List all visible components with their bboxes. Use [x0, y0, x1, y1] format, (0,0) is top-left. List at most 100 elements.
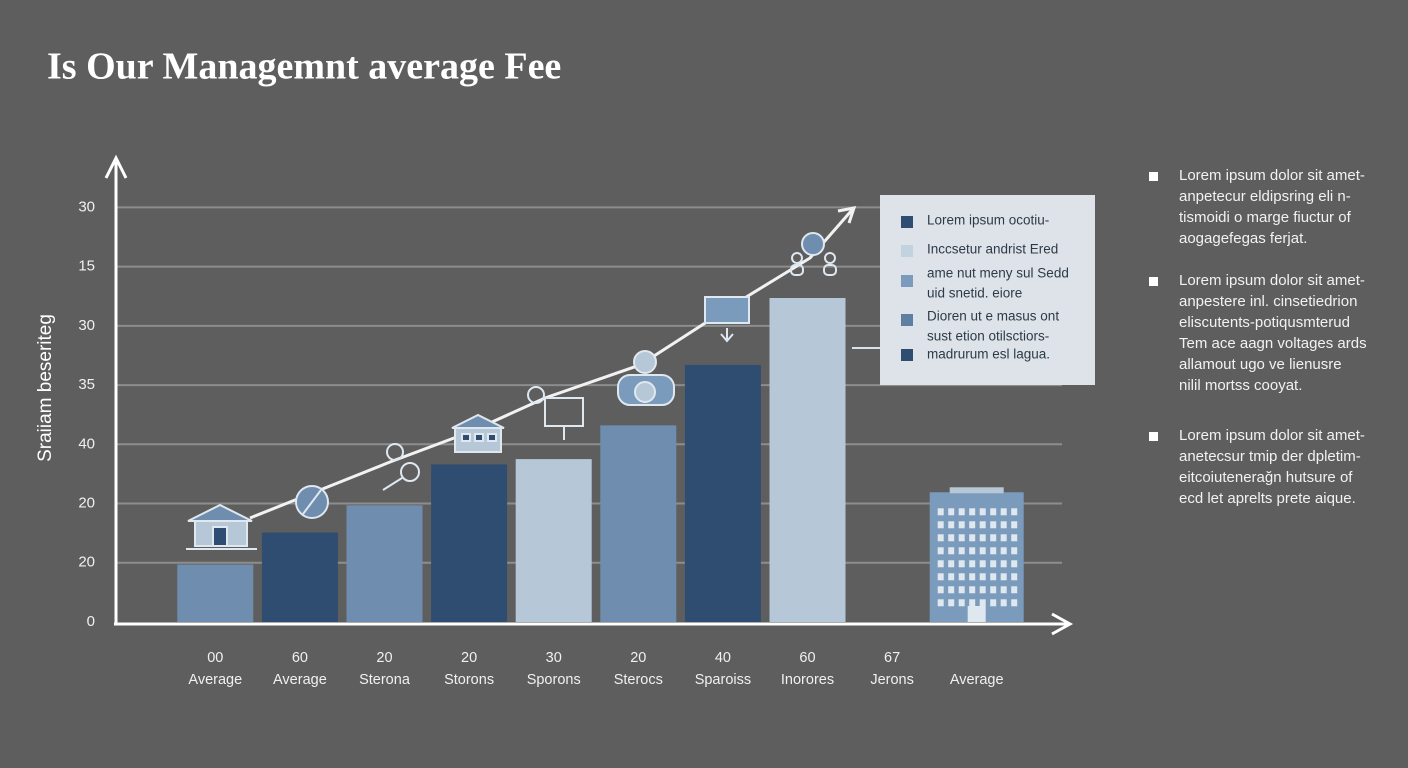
building-window	[969, 547, 976, 555]
legend-box	[880, 195, 1095, 385]
legend-swatch	[901, 349, 913, 361]
building-window	[979, 560, 986, 568]
building-window	[958, 586, 965, 594]
x-tick-label: Average	[950, 672, 1004, 688]
note-text: eitcoiutenerağn hutsure of	[1179, 469, 1353, 486]
legend-text: Dioren ut e masus ont	[927, 309, 1059, 324]
building-window	[948, 547, 955, 555]
building-window	[969, 521, 976, 529]
bar	[600, 425, 677, 622]
building-window	[990, 521, 997, 529]
x-tick-label: Inorores	[781, 672, 834, 688]
search-icon	[382, 443, 420, 491]
y-tick-label: 40	[78, 435, 95, 452]
building-window	[979, 586, 986, 594]
note-text: Tem ace aagn voltages ards	[1179, 335, 1367, 352]
building-icon	[451, 413, 505, 453]
legend-text: ame nut meny sul Sedd	[927, 266, 1069, 281]
chart-icon	[704, 296, 750, 343]
x-tick-label: Sterocs	[614, 672, 663, 688]
x-axis-arrow	[1051, 612, 1074, 636]
note-text: allamout ugo ve lienusre	[1179, 356, 1342, 373]
building-window	[990, 573, 997, 581]
note-text: anpestere inl. cinsetiedrion	[1179, 293, 1357, 310]
building-window	[1011, 599, 1018, 607]
note-bullet	[1149, 172, 1158, 181]
building-window	[958, 573, 965, 581]
building-window	[1000, 508, 1007, 516]
building-window	[979, 599, 986, 607]
building-window	[1011, 508, 1018, 516]
x-tick-number: 20	[630, 650, 646, 666]
building-window	[958, 547, 965, 555]
axes	[104, 154, 1074, 636]
building-window	[969, 573, 976, 581]
bar	[261, 532, 338, 622]
building-window	[1011, 586, 1018, 594]
legend-text: madrurum esl lagua.	[927, 347, 1050, 362]
y-tick-label: 35	[78, 376, 95, 393]
board-icon	[527, 386, 584, 440]
building-window	[948, 586, 955, 594]
building-window	[1011, 547, 1018, 555]
x-tick-number: 20	[461, 650, 477, 666]
building-window	[979, 573, 986, 581]
note-text: ecd let aprelts prete aique.	[1179, 490, 1356, 507]
building-window	[969, 560, 976, 568]
building-window	[969, 508, 976, 516]
legend-text: uid snetid. eiore	[927, 286, 1022, 301]
building-window	[937, 508, 944, 516]
building-window	[1000, 534, 1007, 542]
building-window	[948, 508, 955, 516]
building-window	[990, 547, 997, 555]
building-window	[1011, 573, 1018, 581]
building-window	[958, 508, 965, 516]
note-text: eliscutents-potiqusmterud	[1179, 314, 1350, 331]
building-window	[948, 521, 955, 529]
x-tick-label: Sporons	[527, 672, 581, 688]
legend-swatch	[901, 245, 913, 257]
building-window	[1000, 560, 1007, 568]
building-window	[937, 534, 944, 542]
y-tick-label: 20	[78, 495, 95, 512]
building-window	[979, 534, 986, 542]
y-axis-arrow	[104, 154, 128, 179]
x-tick-label: Average	[188, 672, 242, 688]
note-bullet	[1149, 432, 1158, 441]
money-icon	[617, 350, 675, 406]
bar	[346, 505, 423, 622]
x-tick-number: 60	[292, 650, 308, 666]
building-window	[937, 573, 944, 581]
x-tick-number: 20	[376, 650, 392, 666]
bar	[177, 564, 254, 622]
building-window	[948, 560, 955, 568]
x-tick-label: Sparoiss	[695, 672, 751, 688]
bar	[684, 364, 761, 622]
y-tick-label: 20	[78, 554, 95, 571]
x-tick-number: 30	[546, 650, 562, 666]
building-window	[979, 508, 986, 516]
building-window	[1011, 521, 1018, 529]
building-bar	[929, 492, 1024, 622]
y-tick-label: 30	[78, 198, 95, 215]
building-roof	[949, 487, 1004, 494]
building-window	[937, 586, 944, 594]
note-text: Lorem ipsum dolor sit amet-	[1179, 272, 1365, 289]
building-window	[948, 534, 955, 542]
building-window	[990, 508, 997, 516]
legend-swatch	[901, 314, 913, 326]
bars	[177, 298, 1024, 622]
bar	[431, 464, 508, 622]
building-window	[937, 547, 944, 555]
notes: Lorem ipsum dolor sit amet-anpetecur eld…	[1149, 167, 1367, 507]
icons	[186, 232, 837, 550]
building-window	[937, 599, 944, 607]
x-tick-number: 60	[799, 650, 815, 666]
building-window	[1000, 547, 1007, 555]
building-window	[969, 586, 976, 594]
x-tick-label: Sterona	[359, 672, 411, 688]
building-window	[958, 534, 965, 542]
building-window	[979, 547, 986, 555]
building-window	[1000, 573, 1007, 581]
note-bullet	[1149, 277, 1158, 286]
